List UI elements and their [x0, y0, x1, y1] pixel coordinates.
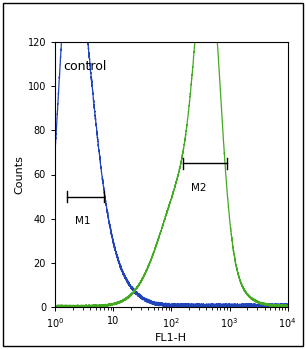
X-axis label: FL1-H: FL1-H: [155, 333, 187, 343]
Y-axis label: Counts: Counts: [15, 155, 25, 194]
Text: M1: M1: [75, 216, 91, 227]
Text: M2: M2: [191, 183, 207, 193]
Text: control: control: [64, 60, 107, 73]
